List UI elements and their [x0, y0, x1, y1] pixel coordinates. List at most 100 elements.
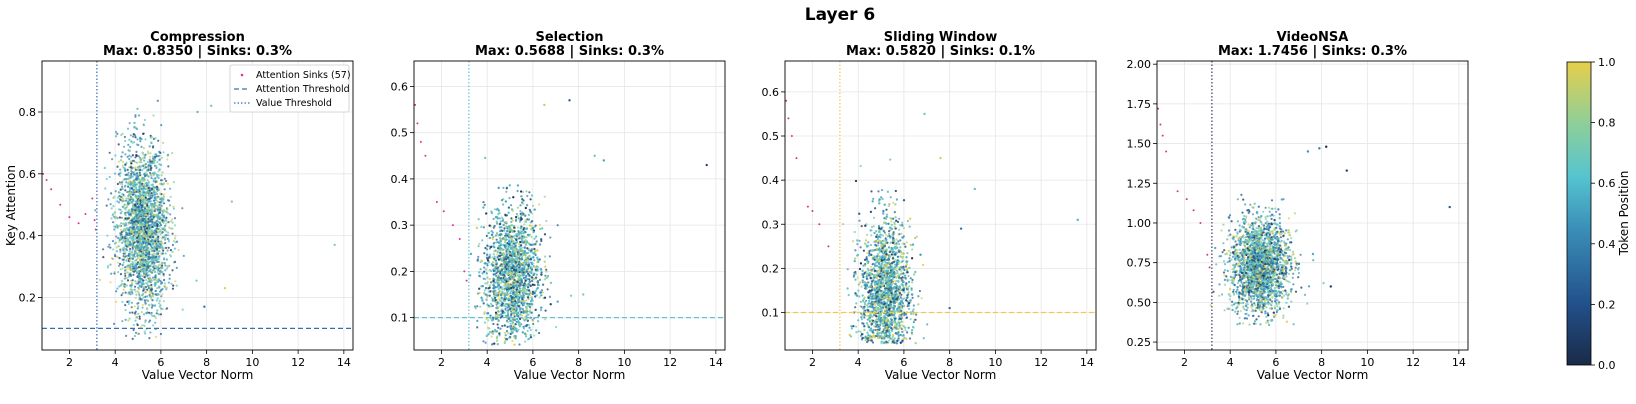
- token-point: [130, 160, 133, 163]
- token-point: [125, 223, 128, 227]
- token-point: [140, 269, 143, 272]
- token-point: [142, 296, 145, 299]
- token-point: [127, 291, 130, 294]
- legend-entry: Attention Threshold: [256, 84, 350, 95]
- token-point: [182, 254, 185, 257]
- token-point: [525, 252, 529, 255]
- token-point: [123, 219, 126, 222]
- token-point: [128, 267, 131, 270]
- token-point: [536, 283, 540, 287]
- token-point: [126, 190, 129, 194]
- token-point: [132, 255, 135, 258]
- token-point: [144, 203, 147, 206]
- token-point: [122, 252, 125, 255]
- token-point: [149, 168, 152, 172]
- token-point: [152, 242, 155, 245]
- token-point: [137, 270, 140, 273]
- token-point: [172, 205, 175, 208]
- sink-point: [45, 179, 48, 181]
- token-point: [498, 284, 501, 287]
- token-point: [157, 313, 160, 316]
- token-point: [144, 290, 147, 293]
- token-point: [135, 127, 138, 130]
- token-point: [161, 219, 164, 222]
- token-point: [141, 275, 144, 278]
- token-point: [151, 292, 154, 295]
- token-point: [138, 190, 141, 193]
- token-point: [160, 282, 163, 285]
- token-point: [164, 238, 167, 241]
- token-point: [125, 181, 128, 184]
- token-point: [126, 155, 129, 158]
- token-point: [533, 243, 537, 246]
- token-point: [119, 268, 122, 271]
- token-point: [495, 238, 498, 241]
- token-point: [148, 200, 152, 203]
- token-point: [520, 323, 523, 326]
- token-point: [168, 226, 171, 229]
- token-point: [166, 249, 169, 252]
- token-point: [504, 339, 507, 343]
- token-point: [128, 213, 131, 216]
- token-point: [496, 253, 499, 256]
- token-point: [486, 253, 489, 256]
- token-point: [478, 242, 481, 245]
- token-point: [165, 210, 168, 213]
- token-point: [137, 273, 141, 276]
- token-point: [497, 209, 500, 212]
- token-point: [131, 221, 134, 224]
- token-point: [123, 235, 126, 239]
- token-point: [159, 332, 162, 336]
- token-point: [148, 145, 152, 148]
- token-point: [476, 259, 479, 262]
- token-point: [135, 153, 138, 157]
- token-point: [509, 336, 512, 339]
- token-point: [499, 222, 502, 226]
- token-point: [158, 207, 161, 210]
- token-point: [529, 198, 532, 201]
- token-point: [135, 224, 138, 227]
- token-point: [113, 228, 116, 231]
- token-point: [139, 247, 142, 250]
- token-point: [529, 211, 532, 214]
- token-point: [518, 293, 522, 296]
- token-point: [167, 165, 170, 168]
- token-point: [120, 155, 123, 158]
- token-point: [116, 217, 119, 220]
- token-point: [134, 280, 137, 283]
- token-point: [136, 246, 139, 249]
- token-point: [155, 155, 158, 158]
- token-points: [94, 99, 336, 340]
- token-point: [143, 321, 147, 324]
- token-point: [540, 306, 543, 309]
- token-point: [117, 261, 120, 264]
- token-point: [486, 276, 489, 279]
- token-point: [533, 208, 536, 211]
- token-point: [140, 222, 143, 225]
- token-point: [124, 266, 127, 269]
- token-point: [162, 300, 165, 303]
- token-point: [490, 269, 493, 273]
- token-point: [476, 326, 479, 329]
- token-point: [131, 224, 134, 227]
- token-point: [120, 181, 124, 184]
- token-point: [481, 272, 484, 275]
- token-point: [118, 285, 121, 288]
- token-point: [145, 266, 148, 269]
- token-point: [133, 121, 136, 124]
- token-point: [141, 259, 144, 262]
- token-point: [147, 234, 150, 237]
- token-point: [475, 226, 478, 229]
- token-point: [116, 255, 119, 259]
- token-point: [507, 206, 510, 209]
- token-point: [517, 230, 520, 233]
- token-point: [144, 163, 147, 166]
- token-point: [152, 155, 155, 158]
- token-point: [129, 197, 132, 200]
- token-point: [526, 323, 529, 327]
- token-point: [119, 284, 122, 287]
- token-point: [143, 324, 146, 327]
- token-point: [115, 300, 118, 303]
- token-point: [131, 202, 135, 205]
- token-point: [117, 143, 120, 146]
